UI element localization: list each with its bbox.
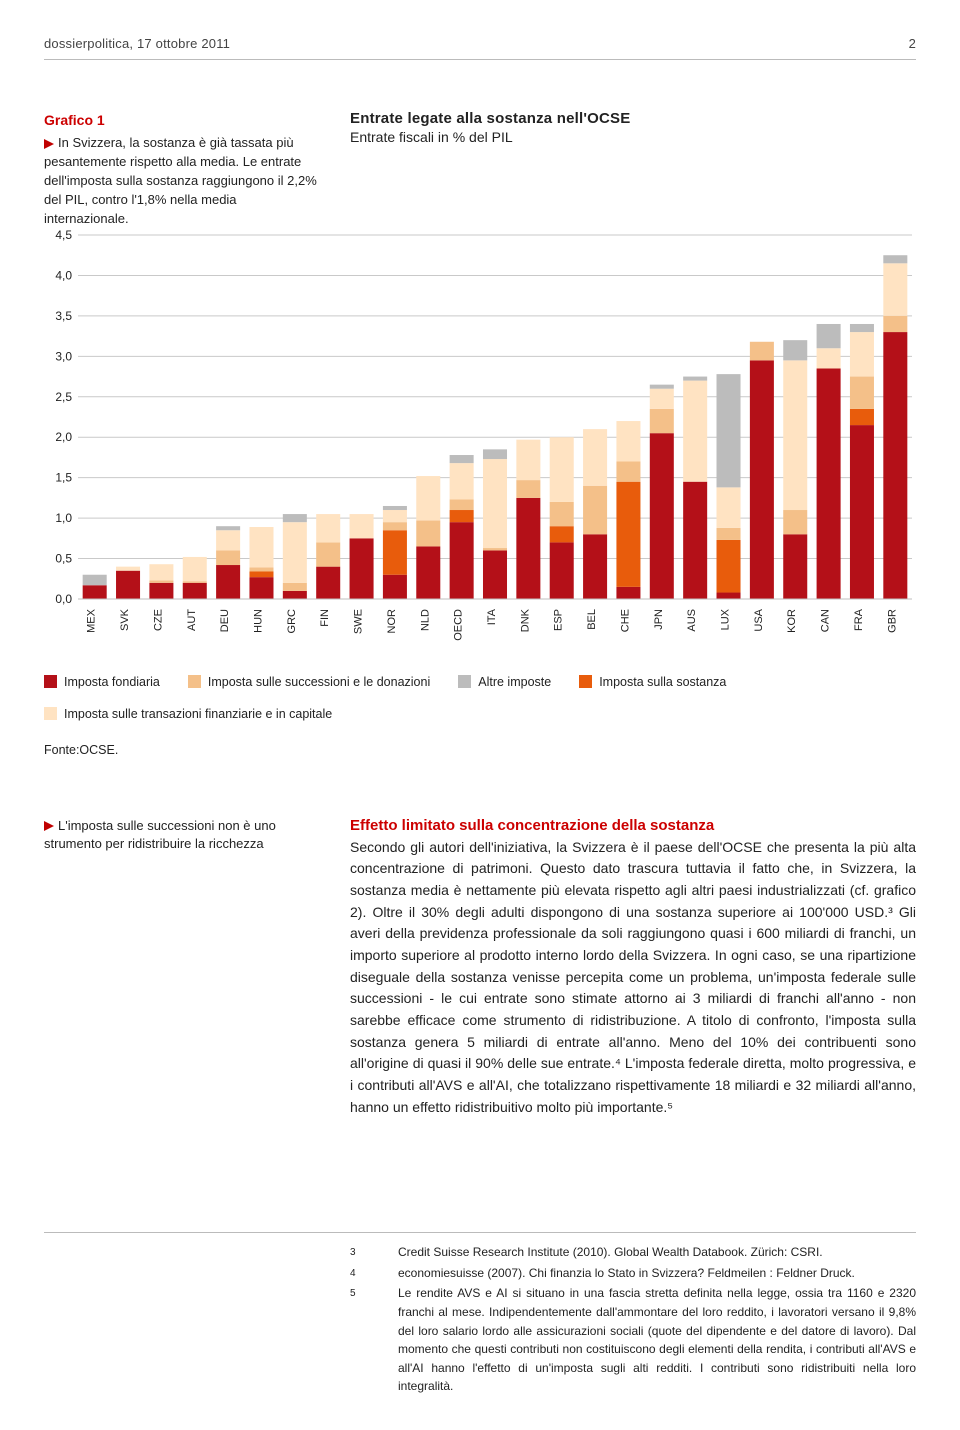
footnote-row: 5 Le rendite AVS e AI si situano in una f… [350,1284,916,1396]
grafico-intro: In Svizzera, la sostanza è già tassata p… [44,134,322,228]
footnotes: 3 Credit Suisse Research Institute (2010)… [44,1232,916,1398]
legend-label: Altre imposte [478,675,551,689]
svg-text:3,0: 3,0 [55,349,72,363]
legend-label: Imposta fondiaria [64,675,160,689]
page: dossierpolitica, 17 ottobre 2011 2 Grafi… [0,0,960,1430]
header-page-number: 2 [909,36,916,51]
svg-text:DNK: DNK [519,608,531,632]
svg-text:GBR: GBR [886,608,898,632]
legend-item: Altre imposte [458,675,551,689]
footnote-number: 5 [350,1284,364,1396]
svg-text:3,5: 3,5 [55,308,72,322]
legend-swatch [579,675,592,688]
svg-text:BEL: BEL [586,609,598,630]
footnote-row: 4 economiesuisse (2007). Chi finanzia lo … [350,1264,916,1283]
footnote-text: economiesuisse (2007). Chi finanzia lo S… [398,1264,916,1283]
svg-text:AUT: AUT [186,608,198,630]
svg-text:NOR: NOR [386,608,398,633]
footnote-text: Credit Suisse Research Institute (2010).… [398,1243,916,1262]
svg-text:CHE: CHE [619,609,631,632]
svg-text:0,0: 0,0 [55,592,72,606]
side-note-2-text: L'imposta sulle successioni non è uno st… [44,818,276,852]
legend-label: Imposta sulle successioni e le donazioni [208,675,430,689]
svg-text:1,0: 1,0 [55,511,72,525]
chart-subtitle: Entrate fiscali in % del PIL [350,129,916,145]
legend-swatch [44,707,57,720]
svg-text:JPN: JPN [653,608,665,629]
side-note-2: L'imposta sulle successioni non è uno st… [44,817,322,855]
svg-text:HUN: HUN [252,608,264,632]
right-col-1: Entrate legate alla sostanza nell'OCSE E… [350,110,916,229]
svg-text:SWE: SWE [353,609,365,634]
grafico-intro-text: In Svizzera, la sostanza è già tassata p… [44,135,317,225]
legend-label: Imposta sulle transazioni finanziarie e … [64,707,332,721]
chart-title: Entrate legate alla sostanza nell'OCSE [350,110,916,127]
footnote-number: 4 [350,1264,364,1283]
footnote-row: 3 Credit Suisse Research Institute (2010)… [350,1243,916,1262]
svg-text:CAN: CAN [820,608,832,631]
svg-text:2,5: 2,5 [55,389,72,403]
row-section2: L'imposta sulle successioni non è uno st… [44,817,916,1119]
svg-text:AUS: AUS [686,609,698,632]
legend-swatch [44,675,57,688]
svg-text:KOR: KOR [786,608,798,632]
legend-swatch [458,675,471,688]
svg-text:MEX: MEX [86,608,98,633]
left-col-2: L'imposta sulle successioni non è uno st… [44,817,322,1119]
footnote-text: Le rendite AVS e AI si situano in una fa… [398,1284,916,1396]
svg-text:USA: USA [753,608,765,631]
section2-body: Secondo gli autori dell'iniziativa, la S… [350,837,916,1119]
svg-text:1,5: 1,5 [55,470,72,484]
svg-text:DEU: DEU [219,608,231,631]
svg-text:ITA: ITA [486,608,498,625]
chart-source: Fonte:OCSE. [44,743,916,757]
legend-swatch [188,675,201,688]
svg-text:ESP: ESP [553,609,565,631]
svg-text:NLD: NLD [419,608,431,630]
right-col-2: Effetto limitato sulla concentrazione de… [350,817,916,1119]
legend-item: Imposta sulla sostanza [579,675,726,689]
svg-text:0,5: 0,5 [55,551,72,565]
footnote-number: 3 [350,1243,364,1262]
triangle-marker-icon [44,821,54,831]
legend-item: Imposta sulle transazioni finanziarie e … [44,707,332,721]
legend-item: Imposta sulle successioni e le donazioni [188,675,430,689]
left-col-1: Grafico 1 In Svizzera, la sostanza è già… [44,110,322,229]
grafico-label: Grafico 1 [44,110,322,130]
row-grafico1: Grafico 1 In Svizzera, la sostanza è già… [44,110,916,229]
chart-container: 0,0 0,5 1,0 1,5 2,0 2,5 3,0 3,5 4,0 4,5 MEX SVK CZE A… [44,229,916,757]
legend-label: Imposta sulla sostanza [599,675,726,689]
svg-text:CZE: CZE [152,609,164,631]
svg-text:LUX: LUX [720,608,732,630]
legend-item: Imposta fondiaria [44,675,160,689]
svg-text:FRA: FRA [853,608,865,631]
triangle-marker-icon [44,139,54,149]
chart-legend: Imposta fondiaria Imposta sulle successio… [44,675,916,721]
header-left: dossierpolitica, 17 ottobre 2011 [44,36,230,51]
svg-text:4,0: 4,0 [55,268,72,282]
stacked-bar-chart: 0,0 0,5 1,0 1,5 2,0 2,5 3,0 3,5 4,0 4,5 MEX SVK CZE A… [44,229,916,659]
svg-text:4,5: 4,5 [55,229,72,242]
svg-text:FIN: FIN [319,608,331,626]
svg-text:2,0: 2,0 [55,430,72,444]
section2-heading: Effetto limitato sulla concentrazione de… [350,817,916,834]
svg-text:GRC: GRC [286,608,298,633]
page-header: dossierpolitica, 17 ottobre 2011 2 [44,36,916,60]
svg-text:SVK: SVK [119,608,131,631]
svg-text:OECD: OECD [453,608,465,640]
